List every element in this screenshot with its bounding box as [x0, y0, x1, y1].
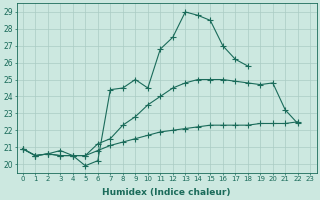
X-axis label: Humidex (Indice chaleur): Humidex (Indice chaleur) [102, 188, 231, 197]
